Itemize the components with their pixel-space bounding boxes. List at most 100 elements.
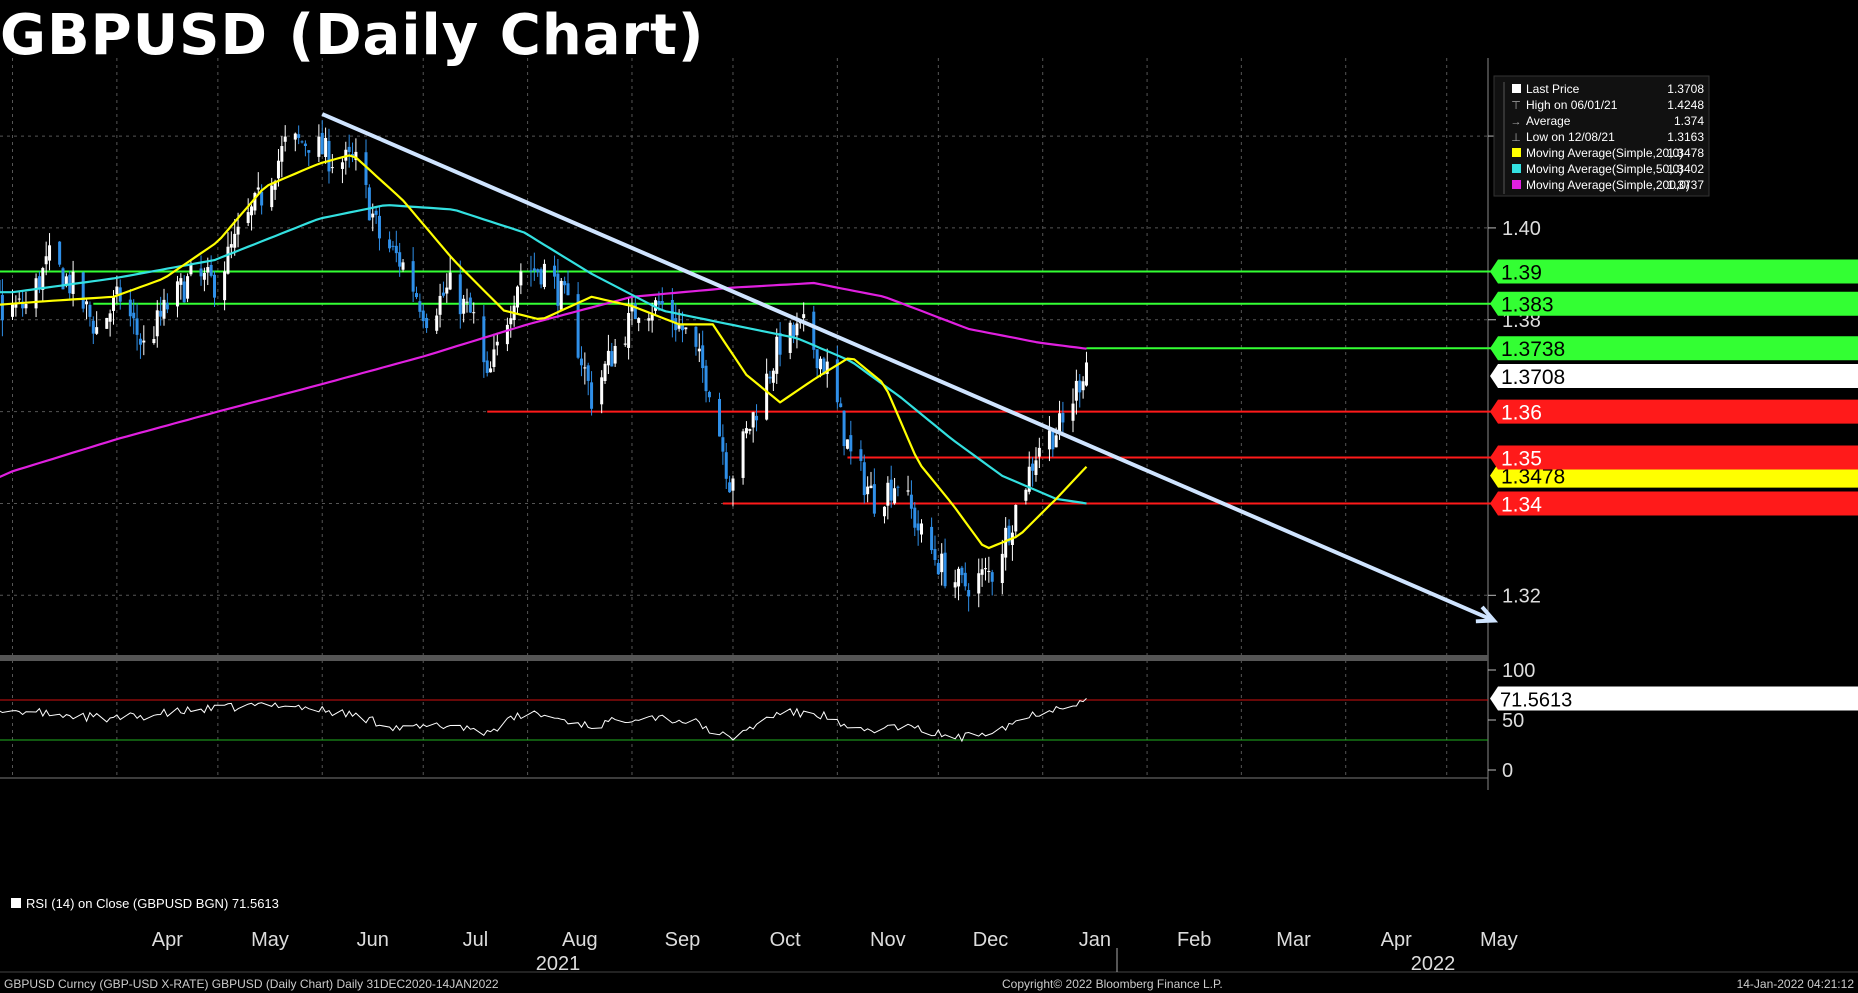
month-label: Dec — [973, 929, 1009, 951]
candle-body — [175, 281, 179, 307]
candle-body — [165, 302, 169, 310]
price-tick-label: 1.40 — [1502, 218, 1541, 240]
price-tags: 1.3708 1.3478 1.39 1.383 1.3738 1.36 1.35 1.34 — [1490, 259, 1858, 516]
month-label: May — [251, 929, 289, 951]
month-label: Mar — [1276, 929, 1311, 951]
candle-body — [327, 140, 331, 172]
candle-body — [415, 293, 419, 298]
candle-body — [842, 410, 846, 447]
candle-body — [418, 301, 422, 312]
legend-label: Average — [1526, 114, 1571, 128]
chart-legend: Last Price 1.3708 ⊤ High on 06/01/21 1.4248 →… — [1493, 75, 1710, 197]
legend-label: Last Price — [1526, 82, 1580, 96]
candle-body — [485, 360, 489, 373]
candle-body — [529, 270, 533, 272]
candle-body — [142, 340, 146, 343]
candle-body — [566, 283, 570, 296]
legend-value: 1.3478 — [1667, 146, 1704, 160]
price-tag-shape — [1490, 336, 1858, 361]
candle-body — [576, 294, 580, 358]
candle-body — [553, 265, 557, 277]
candle-body — [1084, 362, 1088, 386]
candle-body — [354, 151, 358, 160]
candle-body — [108, 313, 112, 322]
ma200-line — [0, 281, 1087, 478]
price-tag-support: 1.34 — [1490, 491, 1858, 516]
footer-copyright: Copyright© 2022 Bloomberg Finance L.P. — [1002, 977, 1223, 991]
legend-value: 1.3163 — [1667, 130, 1704, 144]
candle-body — [202, 272, 206, 280]
legend-label: Moving Average(Simple,50,0) — [1526, 162, 1683, 176]
price-tag-label: 1.34 — [1501, 493, 1542, 516]
candle-body — [697, 348, 701, 352]
candle-body — [85, 301, 89, 305]
candle-body — [132, 312, 136, 319]
candle-body — [563, 281, 567, 286]
candle-body — [229, 244, 233, 248]
candle-body — [704, 365, 708, 392]
candle-body — [209, 264, 213, 276]
rsi-last-tag: 71.5613 — [1490, 686, 1858, 711]
candle-body — [812, 311, 816, 350]
month-label: Jul — [463, 929, 489, 951]
legend-value: 1.3737 — [1667, 178, 1704, 192]
rsi-caption: RSI (14) on Close (GBPUSD BGN) 71.5613 — [26, 896, 279, 911]
candle-body — [825, 361, 829, 374]
legend-label: High on 06/01/21 — [1526, 98, 1618, 112]
candle-body — [11, 304, 14, 317]
candle-body — [913, 507, 917, 528]
candle-body — [260, 191, 264, 206]
candle-body — [112, 297, 116, 311]
candle-body — [886, 482, 890, 506]
month-label: Sep — [665, 929, 701, 951]
candle-body — [48, 245, 52, 261]
ma20-line — [0, 154, 1088, 550]
candle-body — [401, 262, 405, 270]
candle-body — [916, 523, 920, 531]
price-tag-label: 1.383 — [1501, 294, 1554, 317]
candle-body — [317, 136, 321, 157]
candle-body — [701, 345, 705, 369]
candle-body — [610, 351, 614, 367]
price-tag-shape — [1490, 364, 1858, 389]
candle-body — [492, 349, 496, 367]
month-label: Nov — [870, 929, 906, 951]
legend-value: 1.3708 — [1667, 82, 1704, 96]
candle-body — [559, 280, 563, 310]
candle-body — [963, 572, 967, 587]
candle-body — [741, 431, 745, 478]
price-tag-support: 1.35 — [1490, 445, 1858, 471]
price-tag-last: 1.3708 — [1490, 364, 1858, 389]
legend-box — [1493, 75, 1710, 197]
candle-body — [940, 553, 944, 573]
candle-body — [909, 494, 913, 509]
candle-body — [983, 568, 987, 570]
candle-body — [755, 415, 759, 421]
candle-body — [391, 245, 395, 247]
candle-body — [724, 452, 728, 479]
candle-body — [115, 286, 119, 295]
month-label: Jan — [1079, 929, 1111, 951]
candle-body — [138, 338, 142, 345]
candle-body — [300, 141, 304, 143]
month-label: Apr — [152, 929, 183, 951]
candle-body — [1034, 460, 1038, 475]
candle-body — [320, 132, 324, 155]
candle-body — [906, 490, 910, 492]
rsi-tag-label: 71.5613 — [1500, 689, 1572, 711]
candle-body — [155, 310, 159, 337]
candle-body — [792, 324, 796, 337]
candle-body — [957, 568, 961, 587]
month-label: Jun — [357, 929, 389, 951]
support-resistance-levels — [0, 270, 1492, 505]
candle-body — [579, 358, 583, 366]
candle-body — [586, 365, 590, 381]
candle-body — [1078, 380, 1082, 393]
candle-body — [330, 167, 334, 169]
legend-value: 1.3402 — [1667, 162, 1704, 176]
candle-body — [960, 567, 964, 576]
candle-body — [920, 523, 924, 535]
candle-body — [835, 359, 839, 403]
candle-body — [778, 332, 782, 355]
price-tag-resistance: 1.39 — [1490, 259, 1858, 285]
